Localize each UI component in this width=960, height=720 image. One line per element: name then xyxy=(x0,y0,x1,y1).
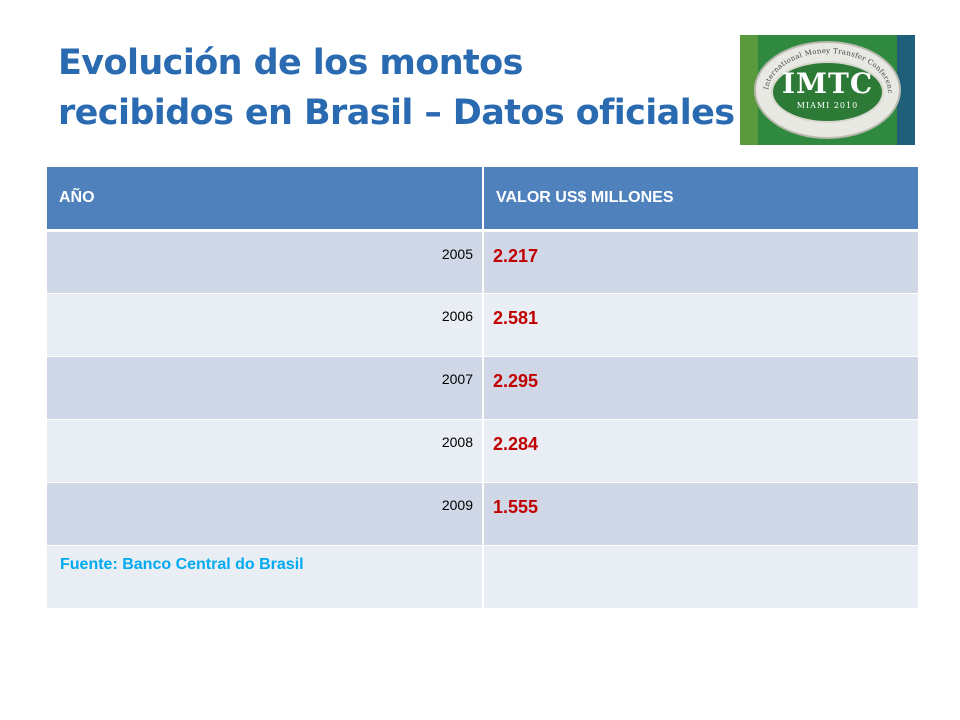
source-note: Fuente: Banco Central do Brasil xyxy=(47,545,483,608)
slide-title: Evolución de los montos recibidos en Bra… xyxy=(58,38,734,138)
header-year: AÑO xyxy=(47,167,483,230)
table-row: 2008 2.284 xyxy=(47,419,918,482)
logo-wordmark: IMTC xyxy=(771,69,884,99)
value-cell: 2.284 xyxy=(483,419,918,482)
value-cell: 2.581 xyxy=(483,293,918,356)
empty-cell xyxy=(483,545,918,608)
slide-title-line-2: recibidos en Brasil – Datos oficiales xyxy=(58,88,734,138)
remittance-table: AÑO VALOR US$ MILLONES 2005 2.217 2006 2… xyxy=(47,167,918,609)
table-row: 2009 1.555 xyxy=(47,482,918,545)
table-source-row: Fuente: Banco Central do Brasil xyxy=(47,545,918,608)
value-cell: 1.555 xyxy=(483,482,918,545)
logo-subtitle: MIAMI 2010 xyxy=(771,101,884,111)
year-cell: 2008 xyxy=(47,419,483,482)
year-cell: 2007 xyxy=(47,356,483,419)
table-row: 2006 2.581 xyxy=(47,293,918,356)
year-cell: 2006 xyxy=(47,293,483,356)
value-cell: 2.295 xyxy=(483,356,918,419)
value-cell: 2.217 xyxy=(483,230,918,293)
slide-title-line-1: Evolución de los montos xyxy=(58,38,734,88)
table-row: 2005 2.217 xyxy=(47,230,918,293)
imtc-logo: International Money Transfer Conference … xyxy=(740,35,915,145)
year-cell: 2005 xyxy=(47,230,483,293)
header-value: VALOR US$ MILLONES xyxy=(483,167,918,230)
year-cell: 2009 xyxy=(47,482,483,545)
table-row: 2007 2.295 xyxy=(47,356,918,419)
table-header-row: AÑO VALOR US$ MILLONES xyxy=(47,167,918,230)
